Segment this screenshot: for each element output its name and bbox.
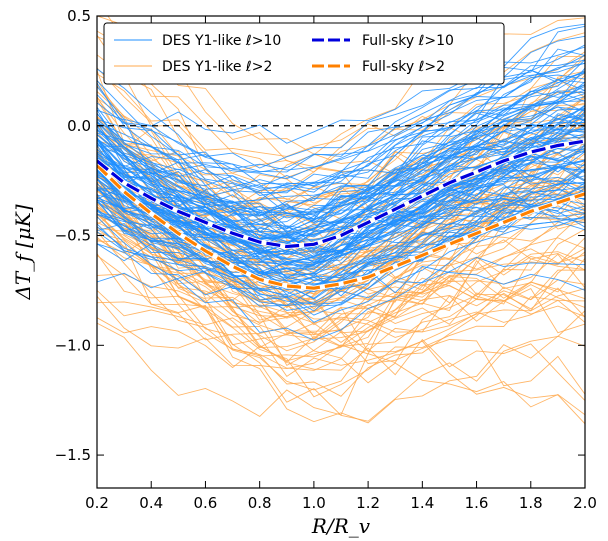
des-l10-realization — [97, 59, 585, 233]
des-l10-realization — [97, 168, 585, 312]
des-l10-realization — [97, 91, 585, 173]
des-l10-realization — [97, 154, 585, 290]
x-tick-label: 2.0 — [573, 494, 597, 512]
y-tick-label: −1.5 — [55, 446, 91, 464]
des-l2-realization — [97, 30, 585, 253]
x-tick-label: 1.0 — [302, 494, 326, 512]
des-l2-realization — [97, 145, 585, 378]
des-l10-realization — [97, 96, 585, 244]
des-l10-realization — [97, 153, 585, 224]
x-tick-label: 0.8 — [248, 494, 272, 512]
des-l2-realization — [97, 201, 585, 308]
des-l2-realization — [97, 237, 585, 358]
des-l10-realization — [97, 90, 585, 191]
x-tick-label: 0.2 — [85, 494, 109, 512]
des-l10-realization — [97, 86, 585, 192]
full-sky-l10-line — [97, 139, 585, 249]
x-tick-label: 1.8 — [519, 494, 543, 512]
des-l2-realization — [97, 73, 585, 157]
des-l2-realization — [97, 124, 585, 338]
des-l2-realization — [97, 152, 585, 424]
des-l10-realization — [97, 168, 585, 307]
des-l10-realization — [97, 115, 585, 255]
des-l10-realization — [97, 83, 585, 263]
y-tick-label: 0.5 — [67, 7, 91, 25]
des-l10-realization — [97, 160, 585, 292]
des-l10-realization — [97, 185, 585, 341]
des-l10-realization — [97, 100, 585, 211]
legend-label-full2: Full-sky ℓ>2 — [362, 59, 445, 75]
legend-label-full10: Full-sky ℓ>10 — [362, 33, 454, 49]
des-l10-realization — [97, 82, 585, 297]
des-l10-realization — [97, 114, 585, 306]
full-sky-l2-line — [97, 164, 585, 290]
realization-lines — [97, 16, 585, 425]
des-l10-realization — [97, 155, 585, 285]
x-tick-label: 0.6 — [194, 494, 218, 512]
des-l10-realization — [97, 136, 585, 305]
x-tick-label: 1.4 — [410, 494, 434, 512]
y-tick-label: −1.0 — [55, 336, 91, 354]
des-l2-realization — [97, 176, 585, 401]
x-tick-label: 1.6 — [465, 494, 489, 512]
des-l10-realization — [97, 126, 585, 265]
legend-label-des10: DES Y1-like ℓ>10 — [162, 33, 281, 49]
des-l10-realization — [97, 133, 585, 281]
plot-frame — [96, 15, 586, 489]
des-l10-realization — [97, 54, 585, 188]
des-l10-realization — [97, 80, 585, 214]
des-l10-realization — [97, 187, 585, 323]
legend: DES Y1-like ℓ>10 DES Y1-like ℓ>2 Full-sk… — [103, 22, 505, 85]
des-l10-realization — [97, 113, 585, 224]
x-tick-label: 1.2 — [356, 494, 380, 512]
des-l10-realization — [97, 69, 585, 144]
des-l2-realization — [97, 208, 585, 391]
axis-ticks: 0.2 0.4 0.6 0.8 1.0 1.2 1.4 1.6 1.8 2.0 0.5 0.0 −0.5… — [55, 7, 597, 512]
des-l10-realization — [97, 137, 585, 247]
des-l2-realization — [97, 181, 585, 319]
des-l10-realization — [97, 72, 585, 247]
legend-label-des2: DES Y1-like ℓ>2 — [162, 59, 272, 75]
des-l10-realization — [97, 166, 585, 289]
des-l10-realization — [97, 132, 585, 233]
des-l10-realization — [97, 128, 585, 216]
mean-lines — [97, 138, 585, 291]
des-l2-realization — [97, 183, 585, 397]
des-l10-realization — [97, 182, 585, 291]
des-l10-realization — [97, 107, 585, 257]
legend-box — [103, 22, 505, 85]
y-tick-label: 0.0 — [67, 117, 91, 135]
y-axis-label: ΔT_f [μK] — [11, 204, 35, 300]
y-tick-label: −0.5 — [55, 227, 91, 245]
x-tick-label: 0.4 — [139, 494, 163, 512]
des-l10-realization — [97, 187, 585, 311]
des-l10-realization — [97, 149, 585, 277]
x-axis-label: R/R_v — [311, 514, 371, 538]
des-l10-realization — [97, 157, 585, 293]
